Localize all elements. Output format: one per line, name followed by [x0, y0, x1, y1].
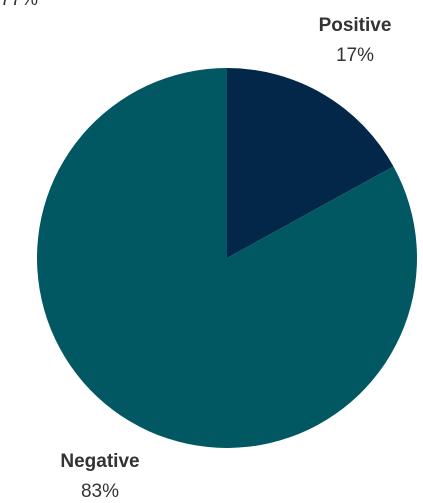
label-positive-name: Positive: [318, 15, 392, 36]
partial-percent-label: 77%: [0, 0, 38, 9]
label-negative: Negative 83%: [40, 451, 160, 503]
label-positive: Positive 17%: [295, 15, 415, 67]
pie-slice-negative: [37, 68, 418, 448]
pie-slice-positive: [227, 68, 394, 258]
label-negative-percent: 83%: [80, 481, 120, 502]
label-negative-name: Negative: [60, 451, 140, 472]
label-positive-percent: 17%: [335, 45, 375, 66]
pie-slices: [37, 68, 418, 448]
